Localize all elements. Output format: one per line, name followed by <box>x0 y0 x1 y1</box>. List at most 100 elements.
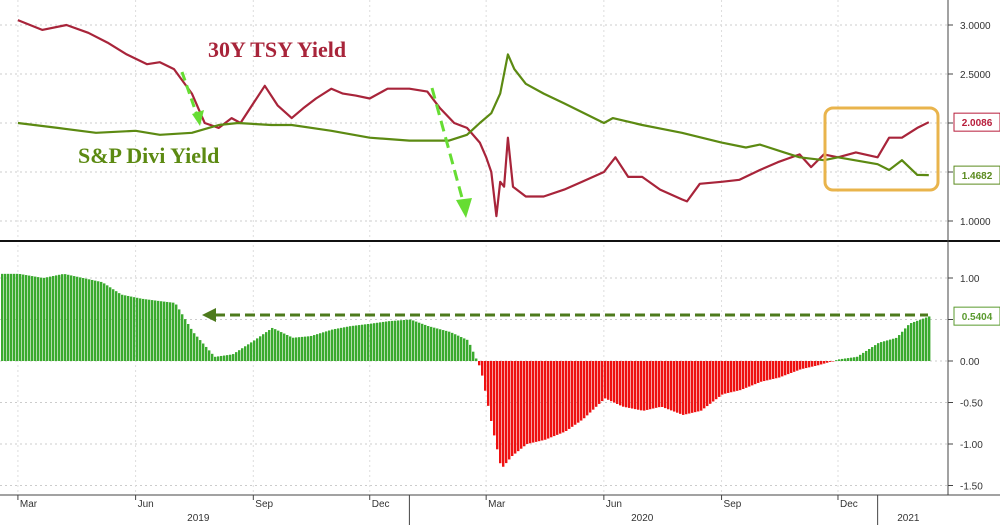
spread-bar <box>763 361 766 382</box>
spread-bar <box>799 361 802 370</box>
spread-bar <box>775 361 778 379</box>
spread-bar <box>262 334 265 361</box>
spread-bar <box>304 336 307 361</box>
spread-bar <box>211 353 214 361</box>
spread-bar <box>274 329 277 361</box>
spread-bar <box>259 336 262 361</box>
spread-bar <box>478 361 481 366</box>
spread-bar <box>751 361 754 386</box>
spread-bar <box>706 361 709 407</box>
x-month-label: Sep <box>724 499 742 510</box>
spread-bar <box>712 361 715 402</box>
spread-bar <box>10 273 13 361</box>
spread-bar <box>361 324 364 361</box>
spread-bar <box>142 298 145 361</box>
spread-bar <box>760 361 763 382</box>
spread-bar <box>220 355 223 361</box>
spread-bar <box>874 345 877 361</box>
spread-bar <box>661 361 664 407</box>
spread-bar <box>91 279 94 361</box>
spread-bar <box>430 326 433 361</box>
spread-bar <box>556 361 559 435</box>
tsy-last-value-tag: 2.0086 <box>962 118 993 129</box>
spread-bar <box>19 274 22 361</box>
x-year-label: 2020 <box>631 513 654 524</box>
spread-bar <box>169 302 172 361</box>
spread-bar <box>316 334 319 361</box>
spread-bar <box>424 324 427 361</box>
divi-last-value-tag-box <box>953 165 1000 185</box>
spread-bar <box>730 361 733 393</box>
spread-bar <box>187 323 190 361</box>
spread-bar <box>508 361 511 460</box>
spread-bar <box>817 361 820 366</box>
spread-bar <box>727 361 730 393</box>
bottom-y-tick-label: 0.00 <box>960 357 980 368</box>
spread-bar <box>451 332 454 361</box>
spread-bar <box>130 296 133 361</box>
spread-bar <box>283 333 286 361</box>
spread-bar <box>418 322 421 361</box>
green-arrowhead-1 <box>192 110 204 126</box>
spread-bar <box>670 361 673 411</box>
spread-bar <box>190 328 193 361</box>
spread-bar <box>73 276 76 361</box>
spread-bar <box>313 335 316 361</box>
spread-bar <box>256 338 259 361</box>
highlight-box <box>823 106 940 192</box>
spread-bar <box>307 336 310 361</box>
spread-bar <box>637 361 640 410</box>
spread-bar <box>265 332 268 361</box>
spread-bar <box>709 361 712 404</box>
spread-bar <box>439 329 442 361</box>
spread-bar <box>4 273 7 361</box>
spread-bar <box>208 350 211 361</box>
spread-bar <box>373 323 376 361</box>
spread-bar <box>49 276 52 361</box>
spread-bar <box>490 361 493 421</box>
spread-bar <box>412 320 415 361</box>
spread-bar <box>112 289 115 361</box>
spread-bar <box>529 361 532 444</box>
x-year-label: 2019 <box>187 513 210 524</box>
spread-bar <box>871 347 874 361</box>
spread-bar <box>223 355 226 361</box>
spread-bar <box>673 361 676 412</box>
spread-bar <box>271 327 274 361</box>
spread-bar <box>748 361 751 387</box>
spread-bar <box>148 299 151 361</box>
spread-bar <box>904 328 907 361</box>
spread-bar <box>43 277 46 361</box>
spread-bar <box>121 294 124 361</box>
annotation-arrows <box>180 71 940 322</box>
spread-bar <box>106 285 109 361</box>
bottom-y-tick-label: -1.00 <box>960 440 983 451</box>
spread-bar <box>625 361 628 408</box>
spread-bar <box>502 361 505 467</box>
spread-bar <box>202 343 205 361</box>
spread-bar <box>109 287 112 361</box>
spread-bar <box>724 361 727 394</box>
spread-bar <box>205 346 208 361</box>
spread-bar <box>640 361 643 411</box>
spread-bar <box>199 340 202 361</box>
spread-bar <box>34 276 37 361</box>
yield-lines <box>17 19 930 218</box>
spread-bar <box>166 301 169 361</box>
spread-bar <box>574 361 577 425</box>
spread-bar <box>229 354 232 361</box>
spread-bar <box>580 361 583 421</box>
spread-bar <box>928 316 931 361</box>
spread-bar <box>454 334 457 361</box>
spread-bar <box>826 361 829 363</box>
bottom-y-tick-label: -0.50 <box>960 399 983 410</box>
spread-bar <box>889 339 892 361</box>
spread-bar <box>550 361 553 438</box>
spread-bar <box>331 329 334 361</box>
spread-bar <box>883 341 886 361</box>
spread-bar <box>808 361 811 368</box>
spread-bar <box>892 338 895 361</box>
divi-yield-line <box>17 53 929 177</box>
spread-bar <box>67 274 70 361</box>
spread-bar <box>895 337 898 361</box>
